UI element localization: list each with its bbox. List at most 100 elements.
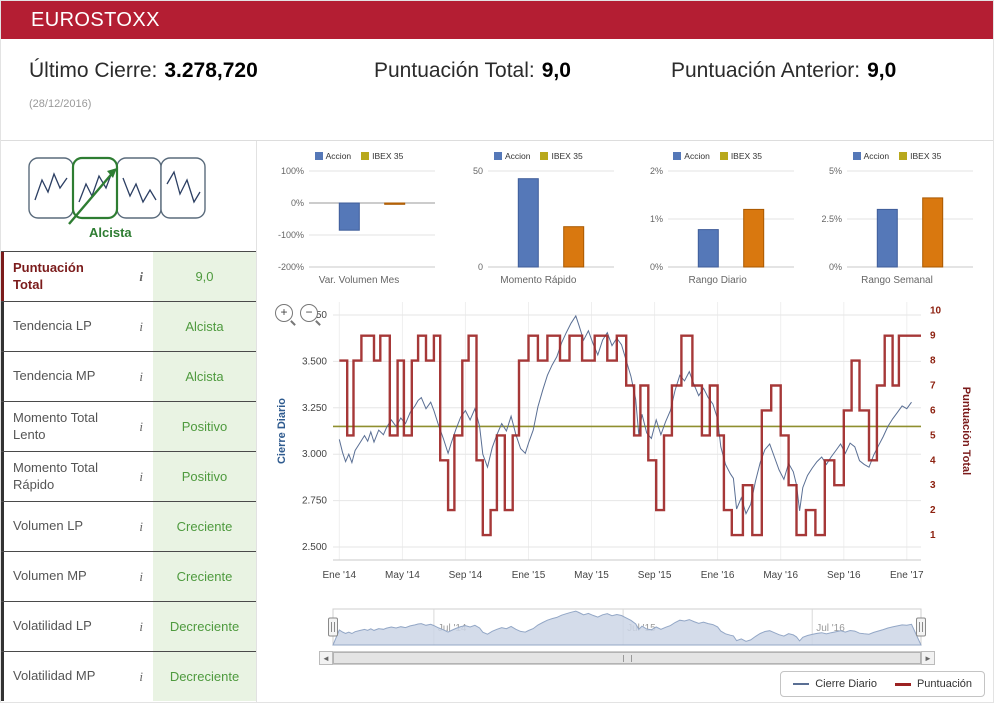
puntuacion-anterior-label: Puntuación Anterior: — [671, 59, 861, 82]
info-icon[interactable]: i — [139, 518, 143, 534]
svg-text:100%: 100% — [281, 166, 304, 176]
mini-chart-legend: Accion IBEX 35 — [630, 149, 806, 163]
zoom-in-button[interactable]: + — [275, 304, 293, 322]
puntuacion-total: Puntuación Total: 9,0 — [374, 59, 671, 83]
price-score-chart-svg[interactable]: Ene '14 May '14 Sep '14 Ene '15 May '15 Sep '… — [271, 294, 977, 604]
minichart-rango-semanal: Accion IBEX 35 5% 2.5% 0% Rango Semanal — [809, 149, 985, 288]
svg-text:Sep '14: Sep '14 — [449, 570, 483, 581]
mini-chart-legend: Accion IBEX 35 — [450, 149, 626, 163]
metric-row-tendencia-lp: Tendencia LP i Alcista — [1, 301, 256, 351]
metric-label: Momento Total Rápido — [13, 460, 99, 492]
svg-text:Ene '14: Ene '14 — [322, 570, 356, 581]
scroll-left-button[interactable]: ◄ — [319, 651, 333, 665]
metric-row-puntuacion-total: Puntuación Total i 9,0 — [1, 251, 256, 301]
legend-label: Cierre Diario — [815, 678, 877, 690]
svg-text:Ene '17: Ene '17 — [890, 570, 924, 581]
legend-item-puntuacion[interactable]: Puntuación — [894, 678, 972, 690]
info-icon[interactable]: i — [139, 618, 143, 634]
cierre-line-swatch — [793, 683, 810, 685]
svg-text:5%: 5% — [829, 166, 842, 176]
svg-text:0%: 0% — [829, 262, 842, 272]
svg-text:Ene '16: Ene '16 — [701, 570, 735, 581]
svg-text:0: 0 — [478, 262, 483, 272]
metric-value: Alcista — [152, 302, 256, 351]
title-bar: EUROSTOXX — [1, 1, 993, 39]
svg-text:Sep '16: Sep '16 — [827, 570, 861, 581]
metric-label: Momento Total Lento — [13, 410, 99, 442]
svg-text:50: 50 — [473, 166, 483, 176]
svg-text:3.250: 3.250 — [302, 403, 327, 414]
svg-text:Sep '15: Sep '15 — [638, 570, 672, 581]
metric-value: Decreciente — [152, 602, 256, 651]
legend-item-cierre[interactable]: Cierre Diario — [793, 678, 877, 690]
metric-label: Puntuación Total — [13, 260, 84, 292]
info-icon[interactable]: i — [139, 668, 143, 684]
metric-label: Volatilidad MP — [13, 668, 96, 684]
legend-label: Puntuación — [916, 678, 972, 690]
info-icon[interactable]: i — [139, 368, 143, 384]
chart-scrollbar[interactable]: ◄ ► — [319, 651, 935, 665]
puntuacion-anterior-value: 9,0 — [867, 59, 897, 82]
svg-text:3: 3 — [930, 480, 936, 491]
svg-text:-100%: -100% — [278, 230, 304, 240]
puntuacion-total-label: Puntuación Total: — [374, 59, 535, 82]
chart-title: Rango Diario — [688, 275, 747, 286]
trend-label: Alcista — [89, 225, 132, 240]
ultimo-cierre-value: 3.278,720 — [164, 59, 258, 82]
metric-row-momento-total-lento: Momento Total Lento i Positivo — [1, 401, 256, 451]
ultimo-cierre-label: Último Cierre: — [29, 59, 158, 82]
puntuacion-line-swatch — [894, 682, 911, 686]
info-icon[interactable]: i — [139, 468, 143, 484]
metric-row-volatilidad-mp: Volatilidad MP i Decreciente — [1, 651, 256, 701]
metric-value: Creciente — [152, 552, 256, 601]
minichart-var-volumen-mes: Accion IBEX 35 100% 0% -100% -200% Var. Volu… — [271, 149, 447, 288]
metric-row-volumen-lp: Volumen LP i Creciente — [1, 501, 256, 551]
metric-label: Volumen LP — [13, 518, 84, 534]
bar-chart-svg: 100% 0% -100% -200% — [278, 166, 435, 272]
svg-text:9: 9 — [930, 331, 936, 342]
metric-label: Volumen MP — [13, 568, 87, 584]
close-date: (28/12/2016) — [29, 98, 92, 110]
info-icon[interactable]: i — [139, 268, 143, 284]
ultimo-cierre: Último Cierre: 3.278,720 — [29, 59, 374, 83]
svg-text:Jul '14: Jul '14 — [438, 623, 467, 634]
info-icon[interactable]: i — [139, 568, 143, 584]
chart-title: Momento Rápido — [500, 275, 577, 286]
metric-value: Decreciente — [152, 652, 256, 701]
charts-area: Accion IBEX 35 100% 0% -100% -200% Var. Volu… — [257, 141, 993, 702]
mini-chart-legend: Accion IBEX 35 — [809, 149, 985, 163]
scroll-right-button[interactable]: ► — [921, 651, 935, 665]
metric-row-momento-total-rapido: Momento Total Rápido i Positivo — [1, 451, 256, 501]
svg-text:1: 1 — [930, 530, 936, 541]
metric-value: Creciente — [152, 502, 256, 551]
metric-row-volatilidad-lp: Volatilidad LP i Decreciente — [1, 601, 256, 651]
svg-text:Ene '15: Ene '15 — [512, 570, 546, 581]
svg-text:May '15: May '15 — [574, 570, 609, 581]
metric-value: Alcista — [152, 352, 256, 401]
scrollbar-thumb[interactable] — [333, 652, 921, 664]
metric-row-tendencia-mp: Tendencia MP i Alcista — [1, 351, 256, 401]
summary-section: Último Cierre: 3.278,720 Puntuación Total… — [1, 39, 993, 140]
instrument-title: EUROSTOXX — [31, 8, 160, 31]
main-chart[interactable]: + − Ene '14 May '14 Sep '14 Ene '15 May '15 S… — [271, 294, 985, 604]
svg-text:Puntuación Total: Puntuación Total — [960, 387, 972, 475]
svg-text:-200%: -200% — [278, 262, 304, 272]
scrollbar-track[interactable] — [333, 651, 921, 665]
puntuacion-total-value: 9,0 — [541, 59, 571, 82]
trend-indicator: Alcista — [1, 141, 256, 251]
metric-value: Positivo — [152, 402, 256, 451]
svg-text:Cierre Diario: Cierre Diario — [276, 398, 288, 464]
zoom-out-button[interactable]: − — [300, 304, 318, 322]
metric-label: Tendencia MP — [13, 368, 96, 384]
svg-text:10: 10 — [930, 306, 942, 317]
minichart-momento-rapido: Accion IBEX 35 50 0 Momento Rápido — [450, 149, 626, 288]
svg-text:2.750: 2.750 — [302, 496, 327, 507]
chart-title: Var. Volumen Mes — [318, 275, 400, 286]
scrollbar-grip-icon — [622, 654, 632, 662]
info-icon[interactable]: i — [139, 318, 143, 334]
info-icon[interactable]: i — [139, 418, 143, 434]
bar-chart-svg: 5% 2.5% 0% — [821, 166, 973, 272]
puntuacion-anterior: Puntuación Anterior: 9,0 — [671, 59, 896, 83]
